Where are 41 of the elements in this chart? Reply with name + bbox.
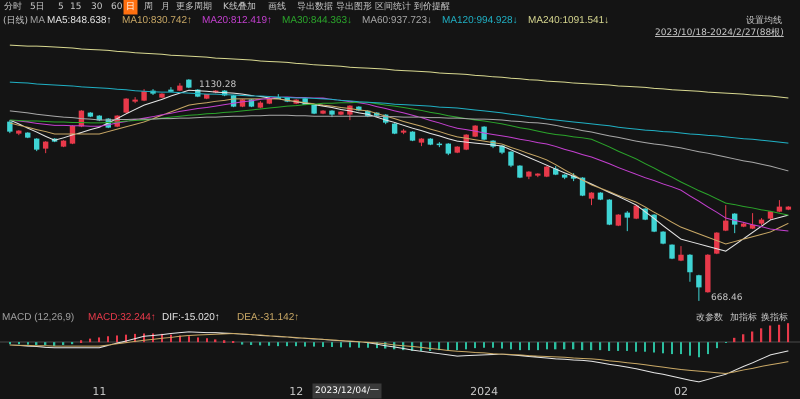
x-tick-label: 12 [289,385,304,398]
text: 2023/12/04/一 [315,386,379,396]
text: K线叠加 [223,1,256,12]
text: 60 [111,2,123,12]
text: 日 [126,2,135,12]
text: 换指标 [761,312,788,323]
text: 月 [161,2,170,12]
series-label: MACD:32.244↑ [88,312,156,323]
annotation: 1130.28 [199,80,236,90]
x-tick-label: 11 [92,385,106,398]
series-label: DEA:-31.142↑ [237,312,300,323]
text: MA5:848.638↑ [47,15,112,26]
text: 导出数据 [297,1,333,12]
series-label: DIF:-15.020↑ [162,312,220,323]
x-tick-label: 02 [674,385,688,398]
text: 区间统计 [375,1,411,12]
text: MA10:830.742↑ [122,15,192,26]
legend-title: MACD (12,26,9) [2,312,74,323]
text: 改参数 [696,312,723,323]
text: 2023/10/18-2024/2/27(88根) [655,27,784,38]
text: 设置均线 [746,15,782,26]
text: 导出图形 [336,1,372,12]
text: 更多周期 [176,1,212,12]
text: 5日 [30,2,45,12]
text: 分时 [4,1,22,12]
text: 15 [70,2,82,12]
text: MA60:937.723↓ [362,15,432,26]
text: 30 [91,2,103,12]
text: 加指标 [730,312,757,323]
text: 周 [144,1,153,12]
annotation: 668.46 [711,293,743,303]
text: (日线) [3,15,28,26]
text: MA120:994.928↓ [442,15,518,26]
text: 到价提醒 [414,1,450,12]
text: MA20:812.419↑ [202,15,272,26]
legend-title: MA [30,15,46,26]
text: MA30:844.363↓ [282,15,352,26]
text: 画线 [268,1,286,12]
text: 5 [58,2,64,12]
text: MA240:1091.541↓ [528,15,610,26]
x-tick-label: 2024 [470,385,498,398]
